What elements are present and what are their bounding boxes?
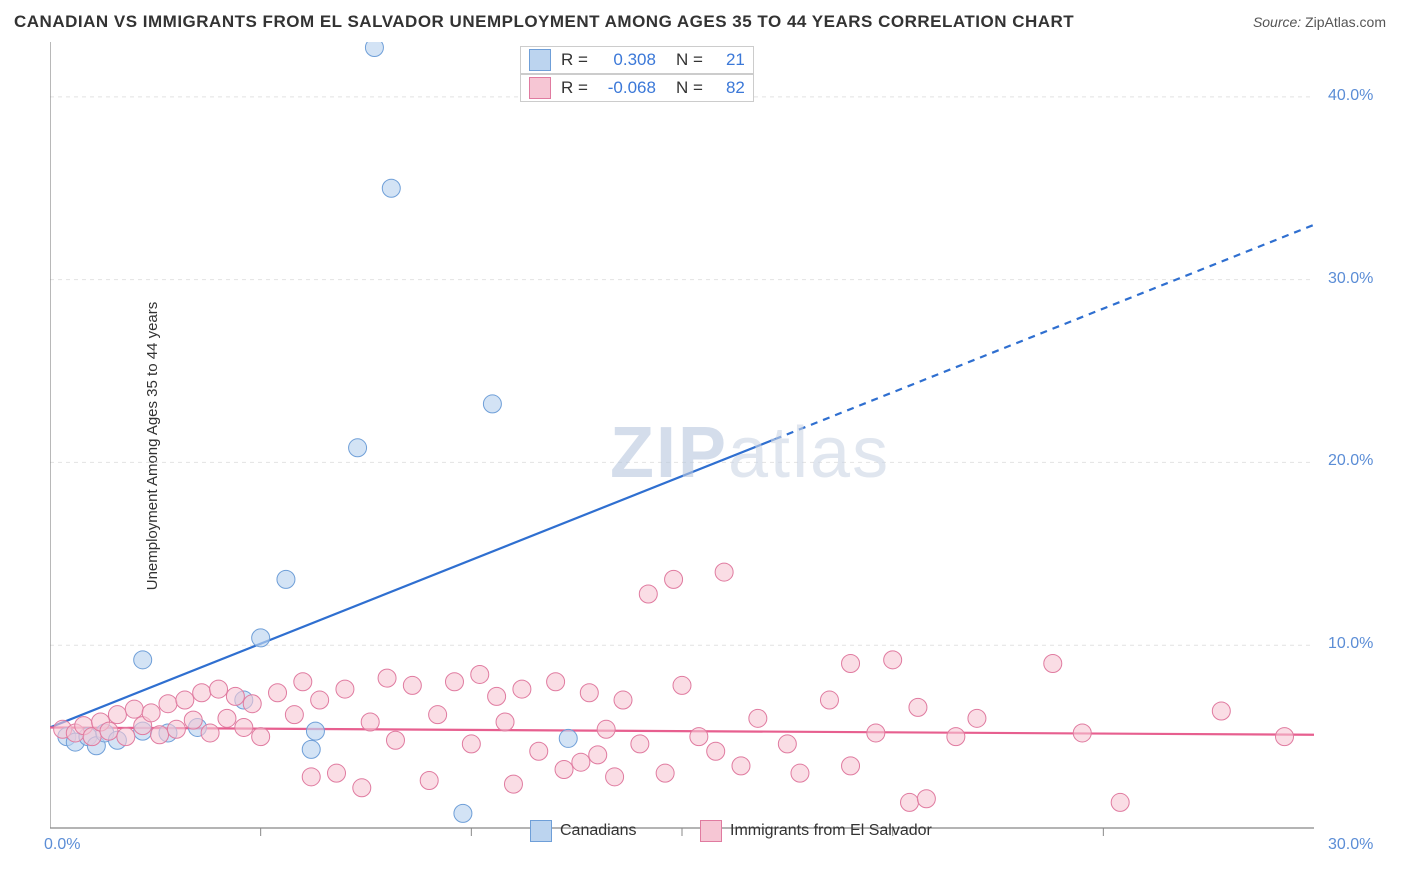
y-tick-label: 40.0%	[1328, 87, 1373, 105]
r-value: -0.068	[598, 78, 656, 98]
n-label: N =	[676, 50, 703, 70]
n-value: 82	[713, 78, 745, 98]
stats-row: R = -0.068 N = 82	[520, 74, 754, 102]
legend-label: Immigrants from El Salvador	[730, 822, 932, 840]
r-value: 0.308	[598, 50, 656, 70]
source-label: Source:	[1253, 14, 1301, 30]
legend-item: Immigrants from El Salvador	[700, 820, 932, 842]
legend-swatch	[700, 820, 722, 842]
y-tick-label: 10.0%	[1328, 635, 1373, 653]
n-label: N =	[676, 78, 703, 98]
legend-swatch	[530, 820, 552, 842]
chart-title: CANADIAN VS IMMIGRANTS FROM EL SALVADOR …	[14, 12, 1074, 32]
n-value: 21	[713, 50, 745, 70]
scatter-chart: ZIPatlas R =0.308N =21R =-0.068N =82 Can…	[50, 42, 1390, 852]
x-tick-right: 30.0%	[1328, 836, 1373, 854]
y-tick-label: 20.0%	[1328, 452, 1373, 470]
source-value: ZipAtlas.com	[1305, 14, 1386, 30]
legend-label: Canadians	[560, 822, 637, 840]
series-swatch	[529, 49, 551, 71]
stats-box: R = 0.308 N = 21 R = -0.068 N = 82	[520, 46, 754, 102]
r-label: R =	[561, 50, 588, 70]
y-tick-label: 30.0%	[1328, 270, 1373, 288]
series-swatch	[529, 77, 551, 99]
plot-svg	[50, 42, 1390, 852]
r-label: R =	[561, 78, 588, 98]
source-credit: Source: ZipAtlas.com	[1253, 14, 1386, 30]
x-tick-left: 0.0%	[44, 836, 80, 854]
legend-item: Canadians	[530, 820, 637, 842]
stats-row: R = 0.308 N = 21	[520, 46, 754, 74]
